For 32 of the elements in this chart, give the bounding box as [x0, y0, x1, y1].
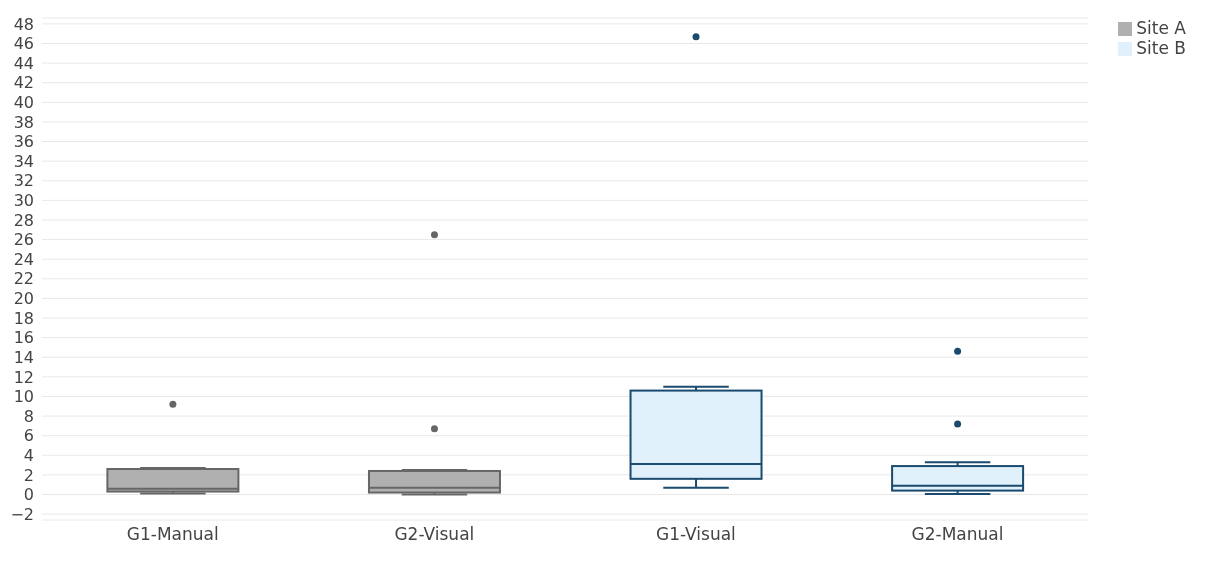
- x-tick-label: G2-Visual: [394, 524, 475, 545]
- y-tick-label: 32: [13, 171, 34, 191]
- y-tick-label: 2: [23, 465, 34, 485]
- y-tick-label: 44: [13, 53, 34, 73]
- y-tick-label: 36: [13, 132, 34, 152]
- y-tick-label: 42: [13, 73, 34, 93]
- y-tick-label: 20: [13, 289, 34, 309]
- y-tick-label: 18: [13, 308, 34, 328]
- y-tick-label: 40: [13, 93, 34, 112]
- y-tick-label: 6: [23, 426, 34, 446]
- y-tick-label: 30: [13, 191, 34, 211]
- y-tick-label: 8: [23, 406, 34, 426]
- x-tick-label: G2-Manual: [911, 524, 1004, 545]
- y-tick-label: −2: [10, 504, 34, 524]
- y-tick-label: 28: [13, 210, 34, 230]
- x-tick-label: G1-Manual: [126, 524, 219, 545]
- y-tick-label: 48: [13, 14, 34, 34]
- y-tick-label: 24: [13, 249, 34, 269]
- legend-label: Site A: [1136, 18, 1186, 38]
- legend-label: Site B: [1136, 38, 1186, 58]
- y-tick-label: 12: [13, 367, 34, 387]
- y-tick-label: 0: [23, 485, 34, 505]
- y-tick-label: 46: [13, 34, 34, 54]
- y-tick-label: 4: [23, 445, 34, 465]
- y-tick-label: 10: [13, 387, 34, 407]
- y-tick-label: 14: [13, 347, 34, 367]
- y-tick-label: 34: [13, 151, 34, 171]
- y-tick-label: 38: [13, 112, 34, 132]
- y-tick-label: 22: [13, 269, 34, 289]
- x-tick-label: G1-Visual: [655, 524, 736, 545]
- y-tick-label: 16: [13, 328, 34, 348]
- y-tick-label: 26: [13, 230, 34, 250]
